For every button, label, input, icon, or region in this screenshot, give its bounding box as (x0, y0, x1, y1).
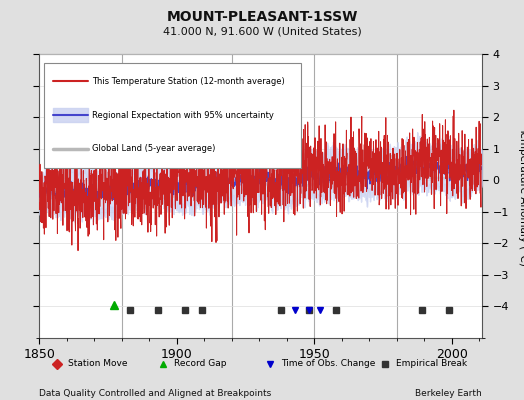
Y-axis label: Temperature Anomaly (°C): Temperature Anomaly (°C) (518, 126, 524, 266)
FancyBboxPatch shape (43, 62, 301, 168)
Text: Time of Obs. Change: Time of Obs. Change (281, 360, 375, 368)
Text: Empirical Break: Empirical Break (396, 360, 467, 368)
Text: Data Quality Controlled and Aligned at Breakpoints: Data Quality Controlled and Aligned at B… (39, 389, 271, 398)
Text: 41.000 N, 91.600 W (United States): 41.000 N, 91.600 W (United States) (162, 26, 362, 36)
Text: Record Gap: Record Gap (174, 360, 227, 368)
Text: Regional Expectation with 95% uncertainty: Regional Expectation with 95% uncertaint… (92, 110, 274, 120)
Text: Global Land (5-year average): Global Land (5-year average) (92, 144, 216, 153)
Text: MOUNT-PLEASANT-1SSW: MOUNT-PLEASANT-1SSW (166, 10, 358, 24)
Text: Station Move: Station Move (68, 360, 127, 368)
Text: Berkeley Earth: Berkeley Earth (416, 389, 482, 398)
Text: This Temperature Station (12-month average): This Temperature Station (12-month avera… (92, 77, 285, 86)
